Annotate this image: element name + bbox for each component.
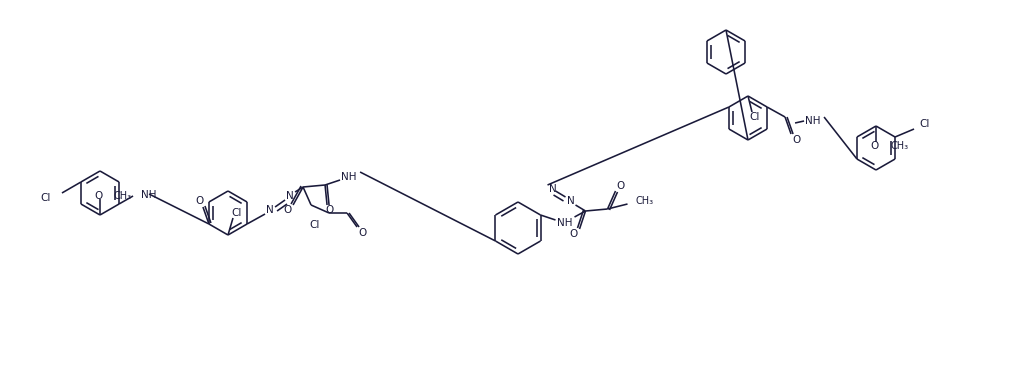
Text: N: N xyxy=(286,191,294,201)
Text: Cl: Cl xyxy=(920,119,930,129)
Text: O: O xyxy=(283,205,291,215)
Text: O: O xyxy=(325,205,333,215)
Text: O: O xyxy=(569,229,577,239)
Text: O: O xyxy=(870,141,878,151)
Text: CH₃: CH₃ xyxy=(636,196,653,206)
Text: N: N xyxy=(567,196,574,206)
Text: NH: NH xyxy=(557,218,572,228)
Text: NH: NH xyxy=(141,190,156,200)
Text: N: N xyxy=(548,184,557,194)
Text: N: N xyxy=(267,205,274,215)
Text: O: O xyxy=(94,191,102,201)
Text: O: O xyxy=(358,228,366,238)
Text: Cl: Cl xyxy=(750,112,760,122)
Text: Cl: Cl xyxy=(40,193,51,203)
Text: O: O xyxy=(616,181,625,191)
Text: CH₃: CH₃ xyxy=(113,191,131,201)
Text: CH₃: CH₃ xyxy=(890,141,909,151)
Text: O: O xyxy=(792,135,801,145)
Text: Cl: Cl xyxy=(310,220,320,230)
Text: O: O xyxy=(196,196,204,206)
Text: NH: NH xyxy=(342,172,357,182)
Text: Cl: Cl xyxy=(232,208,242,218)
Text: NH: NH xyxy=(806,116,821,126)
